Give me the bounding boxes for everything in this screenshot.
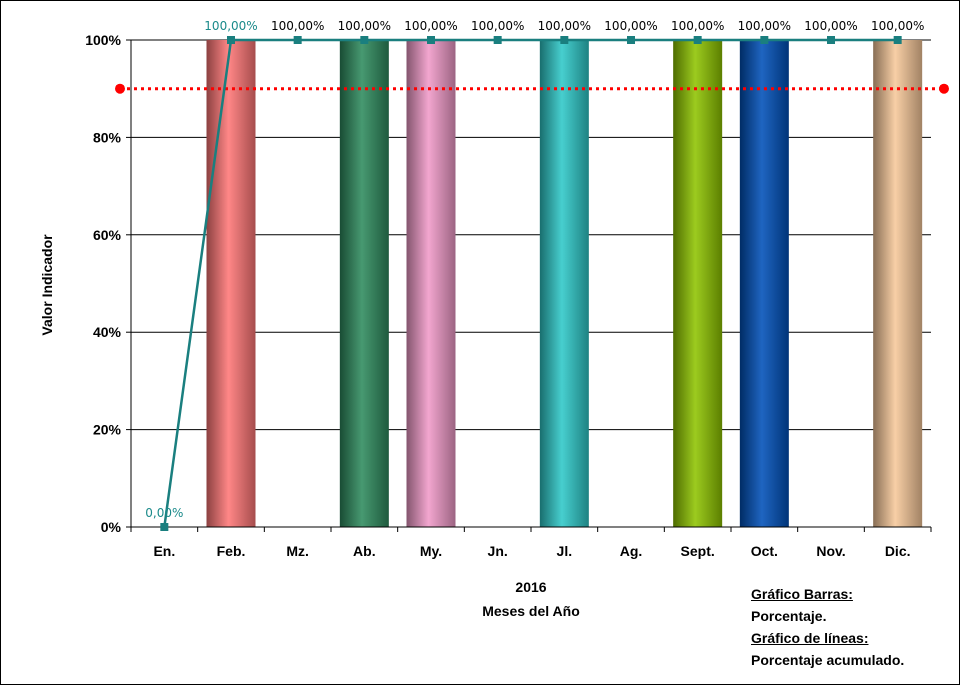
cumulative-line: [160, 36, 902, 531]
x-tick-label: Ab.: [353, 543, 376, 559]
data-label: 100,00%: [271, 19, 324, 33]
x-tick-label: Jl.: [557, 543, 573, 559]
data-label: 100,00%: [671, 19, 724, 33]
data-label: 100,00%: [471, 19, 524, 33]
line-marker: [693, 36, 702, 44]
x-axis-year: 2016: [515, 579, 546, 595]
line-marker: [427, 36, 435, 44]
x-axis-title: Meses del Año: [482, 603, 580, 619]
line-marker: [560, 36, 569, 44]
data-label: 100,00%: [204, 19, 257, 33]
reference-marker-left: [115, 83, 125, 94]
x-tick-label: My.: [420, 543, 442, 559]
y-tick-label: 60%: [93, 227, 122, 243]
x-tick-label: Oct.: [751, 543, 778, 559]
line-marker: [627, 36, 635, 44]
x-tick-label: Feb.: [217, 543, 246, 559]
data-label: 100,00%: [404, 19, 457, 33]
data-label: 100,00%: [738, 19, 791, 33]
line-chart-note-title: Gráfico de líneas:: [751, 630, 869, 646]
x-tick-label: Jn.: [488, 543, 508, 559]
reference-marker-right: [939, 83, 949, 94]
reference-line: [115, 83, 949, 94]
x-tick-label: Dic.: [885, 543, 911, 559]
y-tick-label: 0%: [101, 519, 122, 535]
line-marker: [160, 523, 169, 531]
bars: [206, 40, 923, 527]
data-label: 100,00%: [604, 19, 657, 33]
bar-feb: [206, 40, 256, 527]
line-marker: [360, 36, 369, 44]
data-label: 100,00%: [871, 19, 924, 33]
data-label: 100,00%: [538, 19, 591, 33]
line-marker: [827, 36, 835, 44]
legend-notes: Gráfico Barras: Porcentaje. Gráfico de l…: [751, 583, 904, 671]
y-axis-title: Valor Indicador: [39, 234, 55, 336]
y-tick-label: 80%: [93, 129, 122, 145]
bar-sept: [673, 40, 723, 527]
y-tick-label: 40%: [93, 324, 122, 340]
line-marker: [493, 36, 502, 44]
bar-ab: [339, 40, 389, 527]
cumulative-line-path: [163, 38, 898, 528]
y-tick-label: 20%: [93, 422, 122, 438]
x-tick-label: Ag.: [620, 543, 643, 559]
bar-my: [406, 40, 456, 527]
x-tick-label: Mz.: [286, 543, 309, 559]
bar-dic: [873, 40, 923, 527]
bar-chart-note-title: Gráfico Barras:: [751, 586, 853, 602]
line-marker: [293, 36, 302, 44]
x-tick-label: Nov.: [816, 543, 845, 559]
data-label: 0,00%: [145, 506, 183, 520]
y-tick-labels: 0% 20% 40% 60% 80% 100%: [85, 32, 121, 535]
line-marker: [893, 36, 902, 44]
data-label: 100,00%: [338, 19, 391, 33]
x-tick-label: En.: [153, 543, 175, 559]
x-tick-label: Sept.: [681, 543, 715, 559]
line-marker: [227, 36, 235, 44]
bar-jl: [539, 40, 589, 527]
line-marker: [760, 36, 769, 44]
bar-oct: [739, 40, 789, 527]
data-label: 100,00%: [804, 19, 857, 33]
x-tick-labels: En. Feb. Mz. Ab. My. Jn. Jl. Ag. Sept. Oct. Nov. Di…: [153, 543, 910, 559]
y-tick-label: 100%: [85, 32, 121, 48]
bar-chart-note-desc: Porcentaje.: [751, 608, 827, 624]
data-labels: 0,00% 100,00% 100,00% 100,00% 100,00% 100,00%…: [145, 19, 924, 520]
axes: [126, 39, 932, 532]
line-chart-note-desc: Porcentaje acumulado.: [751, 652, 905, 668]
